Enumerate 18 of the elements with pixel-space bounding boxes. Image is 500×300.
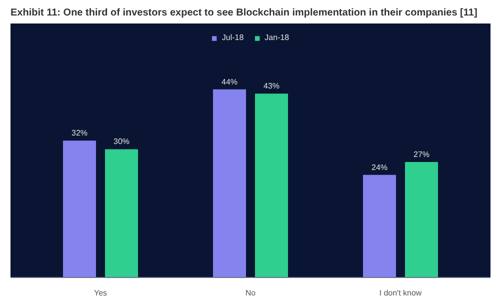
bar xyxy=(213,89,246,278)
data-label: 44% xyxy=(221,77,238,86)
data-label: 43% xyxy=(263,82,280,91)
bar xyxy=(105,149,138,278)
data-label: 32% xyxy=(71,128,88,138)
data-label: 27% xyxy=(413,150,430,160)
legend-label: Jul-18 xyxy=(222,33,244,42)
x-tick-label: Yes xyxy=(94,288,108,298)
bar xyxy=(363,174,396,278)
bar xyxy=(255,94,288,278)
legend-label: Jan-18 xyxy=(264,33,290,42)
data-label: 30% xyxy=(113,137,130,146)
x-tick-label: I don't know xyxy=(379,288,422,298)
bar xyxy=(63,140,96,278)
data-label: 24% xyxy=(371,162,388,172)
bar xyxy=(405,162,438,278)
x-tick-label: No xyxy=(245,288,256,298)
chart-title: Exhibit 11: One third of investors expect to see Blockchain implementation in their companies [11] xyxy=(10,8,478,18)
